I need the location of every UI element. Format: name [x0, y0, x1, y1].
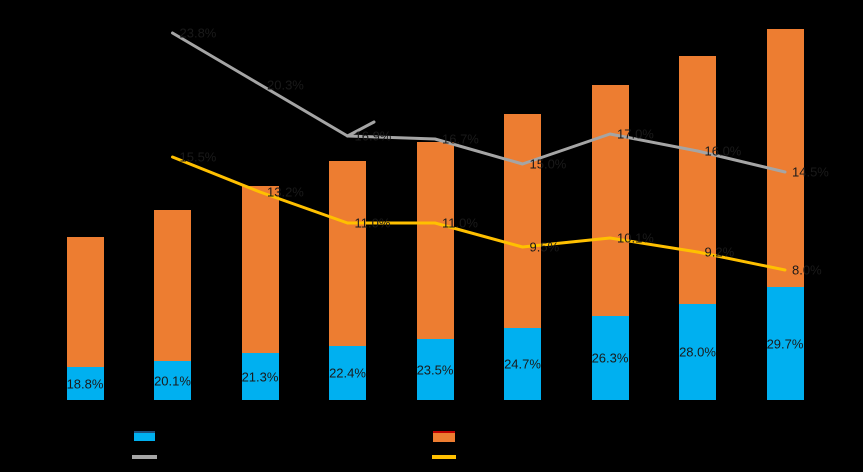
- gray-line-label: 15.0%: [529, 156, 567, 172]
- gray-line-label: 16.0%: [704, 143, 742, 159]
- yellow-line-label: 9.5%: [529, 239, 560, 255]
- blue-share-label: 24.7%: [504, 356, 541, 372]
- blue-bar-segment: [66, 367, 104, 400]
- gray-line-label: 23.8%: [179, 25, 217, 41]
- legend-line-swatch: [432, 455, 456, 459]
- legend-line-swatch: [132, 455, 157, 459]
- blue-bar-segment: [504, 328, 541, 400]
- yellow-line-label: 9.2%: [704, 244, 735, 260]
- legend-bar-swatch: [433, 431, 455, 442]
- gray-line-label: 20.3%: [267, 77, 304, 92]
- blue-bar-segment: [416, 339, 454, 400]
- legend-bar-swatch: [134, 431, 155, 441]
- orange-bar-segment: [66, 237, 104, 367]
- blue-bar-segment: [329, 346, 366, 400]
- blue-share-label: 28.0%: [679, 344, 716, 360]
- yellow-line-label: 15.5%: [179, 149, 217, 165]
- gray-line-label: 14.5%: [792, 164, 829, 180]
- orange-bar-segment: [154, 210, 191, 361]
- blue-share-label: 18.8%: [66, 376, 104, 391]
- gray-line-label: 16.9%: [354, 128, 392, 144]
- blue-bar-segment: [154, 361, 191, 400]
- blue-bar-segment: [591, 316, 629, 400]
- orange-bar-segment: [591, 85, 629, 316]
- yellow-line-label: 11.0%: [442, 215, 478, 231]
- gray-label-leader-line: [346, 120, 376, 138]
- gray-line: [171, 31, 787, 174]
- yellow-line-label: 11.0%: [354, 215, 391, 231]
- blue-share-label: 21.3%: [241, 369, 279, 384]
- yellow-line-label: 10.1%: [617, 230, 654, 246]
- blue-share-label: 20.1%: [154, 373, 191, 388]
- orange-bar-segment: [241, 186, 279, 353]
- gray-line-label: 16.7%: [442, 131, 479, 147]
- yellow-line: [171, 155, 787, 272]
- blue-share-label: 26.3%: [591, 350, 629, 366]
- orange-bar-segment: [679, 56, 716, 304]
- blue-bar-segment: [679, 304, 716, 400]
- blue-share-label: 29.7%: [766, 336, 804, 351]
- yellow-line-label: 13.2%: [267, 184, 304, 200]
- orange-bar-segment: [416, 142, 454, 339]
- blue-share-label: 23.5%: [416, 362, 454, 377]
- blue-bar-segment: [766, 287, 804, 400]
- blue-bar-segment: [241, 353, 279, 400]
- orange-bar-segment: [329, 161, 366, 346]
- gray-line-label: 17.0%: [617, 126, 654, 142]
- orange-bar-segment: [504, 114, 541, 328]
- yellow-line-label: 8.0%: [792, 262, 822, 278]
- orange-bar-segment: [766, 29, 804, 287]
- blue-share-label: 22.4%: [329, 365, 366, 381]
